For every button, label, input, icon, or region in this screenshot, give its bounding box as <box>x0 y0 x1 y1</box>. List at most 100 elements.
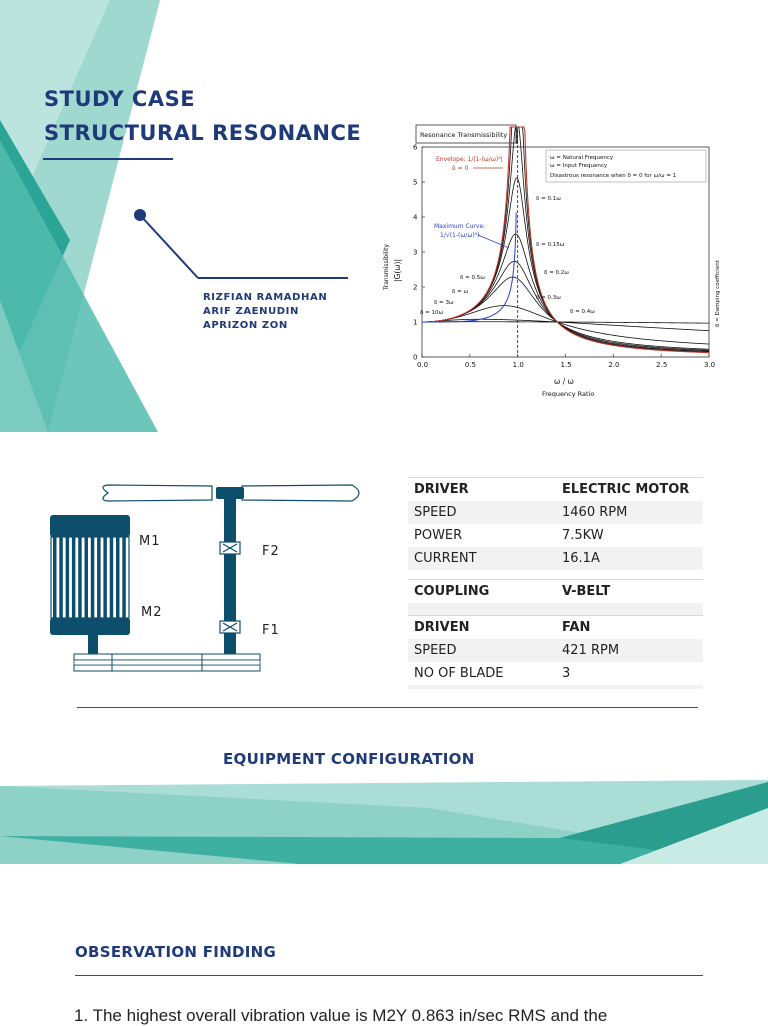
label-m2: M2 <box>141 605 163 620</box>
driver-header-row: DRIVER ELECTRIC MOTOR <box>408 477 703 501</box>
delta-label: δ = 3ω <box>434 300 454 306</box>
belt-bottom <box>73 664 261 672</box>
axes: 0.0 0.5 1.0 1.5 2.0 2.5 3.0 0 1 2 3 4 5 6 <box>413 144 715 370</box>
maximum-curve <box>422 212 517 323</box>
driven-header-value: FAN <box>556 615 703 639</box>
equipment-diagram: M1 M2 F2 F1 <box>50 484 360 672</box>
delta-label: δ = 0.5ω <box>460 275 485 281</box>
driver-header-value: ELECTRIC MOTOR <box>556 477 703 501</box>
delta-label: δ = 0.15ω <box>536 242 565 248</box>
motor-shaft <box>88 635 98 657</box>
y-axis-symbol: |G(ω)| <box>393 259 402 282</box>
observation-finding-heading: OBSERVATION FINDING <box>75 943 277 961</box>
x-tick-label: 1.5 <box>561 361 572 369</box>
title-line-1: STUDY CASE <box>44 87 196 111</box>
y-tick-label: 0 <box>413 354 417 362</box>
note-disastrous-resonance: Disastrous resonance when δ = 0 for ω/ω … <box>550 173 676 179</box>
driver-header: DRIVER <box>408 477 556 501</box>
right-axis-label: δ = Damping coefficient <box>715 259 721 327</box>
table-bottom-row <box>408 685 703 689</box>
coupling-header-row: COUPLING V-BELT <box>408 579 703 603</box>
chart-title-box <box>415 124 517 144</box>
observation-divider <box>75 975 703 976</box>
y-tick-label: 2 <box>413 284 417 292</box>
motor-fin <box>122 537 126 618</box>
transmissibility-chart: Resonance Transmissibility 0.0 0.5 1.0 1.5 2… <box>383 124 721 398</box>
delta-label: δ = 0.1ω <box>536 196 561 202</box>
author-name: APRIZON ZON <box>203 320 288 331</box>
max-curve-label: Maximum Curve: <box>434 223 485 230</box>
motor-fins <box>50 536 130 619</box>
transmissibility-curve <box>422 177 710 353</box>
fan-blade-right <box>241 484 360 502</box>
author-connector <box>134 209 348 279</box>
delta-zero-label: δ = 0 <box>452 165 469 172</box>
spec-key: SPEED <box>408 501 556 524</box>
max-curve-arrow <box>477 234 510 249</box>
driven-header: DRIVEN <box>408 615 556 639</box>
spec-value: 16.1A <box>556 547 703 570</box>
fan-shaft <box>224 499 236 657</box>
motor-fin <box>53 537 57 618</box>
spec-key: CURRENT <box>408 547 556 570</box>
envelope-curve <box>519 126 710 354</box>
coupling-header-value: V-BELT <box>556 579 703 603</box>
spec-value: 1460 RPM <box>556 501 703 524</box>
transmissibility-curve <box>422 321 709 324</box>
table-row: NO OF BLADE 3 <box>408 662 703 685</box>
x-tick-label: 3.0 <box>704 361 715 369</box>
motor-fin <box>71 537 76 618</box>
transmissibility-curve <box>422 305 710 345</box>
bearing-f2-mark <box>222 543 238 553</box>
author-name: RIZFIAN RAMADHAN <box>203 292 328 303</box>
motor-bottom-cap <box>50 618 130 635</box>
envelope-label: Envelope: 1/|1-(ω/ω)²| <box>436 156 503 163</box>
driven-header-row: DRIVEN FAN <box>408 615 703 639</box>
x-tick-label: 0.0 <box>417 361 428 369</box>
delta-label: δ = 0.4ω <box>570 309 595 315</box>
spec-value: 3 <box>562 666 571 681</box>
page-title: STUDY CASE STRUCTURAL RESONANCE <box>44 82 361 150</box>
chart-title: Resonance Transmissibility <box>420 131 507 139</box>
delta-label: δ = ω <box>452 289 468 295</box>
motor-fin <box>84 537 88 618</box>
belt-middle <box>73 659 261 666</box>
x-tick-label: 2.0 <box>608 361 619 369</box>
table-row: SPEED 1460 RPM <box>408 501 703 524</box>
y-tick-label: 4 <box>413 214 418 222</box>
spec-value: 7.5KW <box>562 528 604 543</box>
x-axis-label: Frequency Ratio <box>542 390 594 398</box>
spec-table: DRIVER ELECTRIC MOTOR SPEED 1460 RPM POW… <box>408 477 703 689</box>
note-input-frequency: ω = Input Frequency <box>550 163 608 169</box>
title-underline <box>43 158 173 160</box>
spec-key: NO OF BLADE <box>414 666 504 681</box>
x-axis-symbol: ω / ω <box>554 377 574 386</box>
table-gap <box>408 570 703 580</box>
motor-fin <box>97 537 101 618</box>
table-row: SPEED 421 RPM <box>408 639 703 662</box>
motor-top-cap <box>50 515 130 537</box>
motor-fin <box>90 537 95 618</box>
belt-top <box>73 653 261 661</box>
x-tick-label: 2.5 <box>656 361 667 369</box>
y-tick-label: 5 <box>413 179 417 187</box>
coupling-header: COUPLING <box>408 579 556 603</box>
observation-text: 1. The highest overall vibration value i… <box>74 1006 608 1025</box>
header-decoration <box>0 0 160 432</box>
note-natural-frequency: ω = Natural Frequency <box>550 155 614 161</box>
teal-band-decoration <box>0 780 768 864</box>
max-curve-formula: 1/√(1-(ω/ω)⁴) <box>440 232 479 239</box>
motor-fin <box>78 537 82 618</box>
equipment-configuration-heading: EQUIPMENT CONFIGURATION <box>223 750 475 768</box>
table-row: CURRENT 16.1A <box>408 547 703 570</box>
y-tick-label: 1 <box>413 319 417 327</box>
motor-fin <box>59 537 63 618</box>
title-line-2: STRUCTURAL RESONANCE <box>44 121 362 145</box>
delta-label: δ = 10ω <box>420 310 443 316</box>
delta-label: δ = 0.2ω <box>544 270 569 276</box>
delta-label: δ = 0.3ω <box>536 295 561 301</box>
spec-key: POWER <box>414 528 463 543</box>
fan-blade-left <box>102 484 213 502</box>
spec-value: 421 RPM <box>556 639 703 662</box>
label-m1: M1 <box>139 534 161 549</box>
